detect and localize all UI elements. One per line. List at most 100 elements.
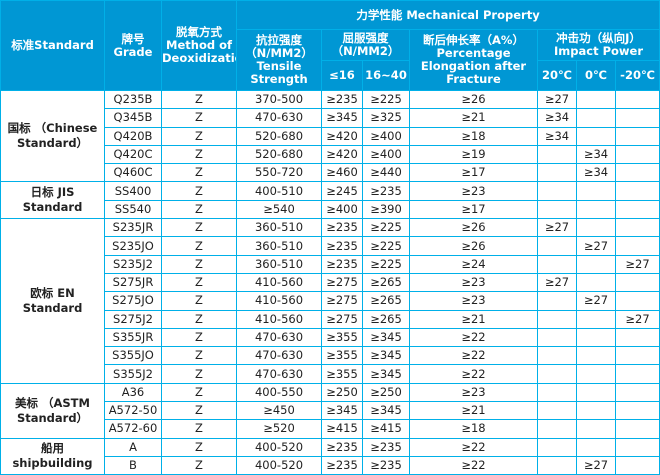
deoxidization-cell: Z	[161, 218, 237, 238]
table-row: A572-50 Z ≥450 ≥345 ≥345 ≥21	[1, 401, 660, 421]
impact-minus20c-cell: ≥27	[614, 254, 660, 274]
impact-20c-cell	[537, 254, 577, 274]
grade-cell: Q345B	[104, 108, 162, 128]
impact-minus20c-cell	[614, 291, 660, 311]
header-impact-minus20c: -20℃	[614, 60, 660, 91]
grade-cell: B	[104, 455, 162, 475]
header-impact-20c: 20℃	[537, 60, 577, 91]
deoxidization-cell: Z	[161, 309, 237, 329]
grade-cell: S355JO	[104, 346, 162, 366]
impact-20c-cell	[537, 199, 577, 220]
yield-16-40-cell: ≥235	[362, 455, 410, 475]
grade-cell: S275JO	[104, 291, 162, 311]
header-impact-0c: 0℃	[576, 60, 616, 91]
impact-0c-cell	[576, 272, 616, 293]
elongation-cell: ≥26	[409, 236, 538, 256]
grade-cell: S275JR	[104, 272, 162, 293]
elongation-cell: ≥22	[409, 346, 538, 366]
yield-le16-cell: ≥235	[321, 236, 363, 256]
table-row: S235JO Z 360-510 ≥235 ≥225 ≥26 ≥27	[1, 236, 660, 256]
yield-16-40-cell: ≥325	[362, 108, 410, 128]
tensile-strength-cell: 470-630	[236, 346, 322, 366]
impact-0c-cell	[576, 382, 616, 403]
elongation-cell: ≥21	[409, 401, 538, 421]
impact-20c-cell	[537, 144, 577, 165]
yield-le16-cell: ≥275	[321, 291, 363, 311]
table-row: S275JR Z 410-560 ≥275 ≥265 ≥23 ≥27	[1, 272, 660, 293]
impact-20c-cell	[537, 382, 577, 403]
standard-group-label: 欧标 EN Standard	[0, 218, 105, 384]
impact-0c-cell	[576, 89, 616, 110]
yield-16-40-cell: ≥345	[362, 346, 410, 366]
impact-20c-cell: ≥27	[537, 218, 577, 238]
table-row: S355JR Z 470-630 ≥355 ≥345 ≥22	[1, 327, 660, 348]
deoxidization-cell: Z	[161, 455, 237, 475]
tensile-strength-cell: 360-510	[236, 254, 322, 274]
impact-20c-cell	[537, 163, 577, 183]
yield-le16-cell: ≥245	[321, 181, 363, 201]
tensile-strength-cell: 400-550	[236, 382, 322, 403]
header-standard: 标准Standard	[0, 0, 105, 91]
yield-16-40-cell: ≥345	[362, 364, 410, 384]
elongation-cell: ≥24	[409, 254, 538, 274]
yield-le16-cell: ≥235	[321, 254, 363, 274]
impact-20c-cell	[537, 364, 577, 384]
impact-20c-cell: ≥27	[537, 272, 577, 293]
yield-le16-cell: ≥345	[321, 108, 363, 128]
standard-group-label: 美标 （ASTM Standard）	[0, 382, 105, 439]
deoxidization-cell: Z	[161, 291, 237, 311]
yield-le16-cell: ≥420	[321, 126, 363, 146]
elongation-cell: ≥26	[409, 218, 538, 238]
impact-20c-cell	[537, 401, 577, 421]
impact-0c-cell	[576, 437, 616, 457]
tensile-strength-cell: 410-560	[236, 272, 322, 293]
table-row: S235J2 Z 360-510 ≥235 ≥225 ≥24 ≥27	[1, 254, 660, 274]
deoxidization-cell: Z	[161, 144, 237, 165]
grade-cell: S275J2	[104, 309, 162, 329]
elongation-cell: ≥23	[409, 382, 538, 403]
grade-cell: A572-60	[104, 419, 162, 439]
grade-cell: Q420B	[104, 126, 162, 146]
yield-le16-cell: ≥235	[321, 437, 363, 457]
impact-0c-cell	[576, 181, 616, 201]
header-yield-le16: ≤16	[321, 60, 363, 91]
tensile-strength-cell: 360-510	[236, 218, 322, 238]
tensile-strength-cell: 520-680	[236, 144, 322, 165]
yield-16-40-cell: ≥415	[362, 419, 410, 439]
grade-cell: S235JR	[104, 218, 162, 238]
table-row: A572-60 Z ≥520 ≥415 ≥415 ≥18	[1, 419, 660, 439]
tensile-strength-cell: 400-520	[236, 455, 322, 475]
yield-le16-cell: ≥275	[321, 272, 363, 293]
deoxidization-cell: Z	[161, 401, 237, 421]
yield-le16-cell: ≥415	[321, 419, 363, 439]
yield-16-40-cell: ≥400	[362, 144, 410, 165]
elongation-cell: ≥21	[409, 309, 538, 329]
deoxidization-cell: Z	[161, 181, 237, 201]
impact-minus20c-cell	[614, 181, 660, 201]
header-elongation: 断后伸长率（A%） Percentage Elongation after Fr…	[409, 29, 538, 91]
elongation-cell: ≥22	[409, 327, 538, 348]
yield-16-40-cell: ≥235	[362, 437, 410, 457]
yield-le16-cell: ≥235	[321, 455, 363, 475]
impact-minus20c-cell	[614, 455, 660, 475]
grade-cell: SS400	[104, 181, 162, 201]
yield-le16-cell: ≥275	[321, 309, 363, 329]
impact-0c-cell	[576, 108, 616, 128]
impact-20c-cell	[537, 291, 577, 311]
yield-16-40-cell: ≥265	[362, 272, 410, 293]
impact-0c-cell	[576, 401, 616, 421]
yield-le16-cell: ≥345	[321, 401, 363, 421]
tensile-strength-cell: ≥450	[236, 401, 322, 421]
yield-16-40-cell: ≥225	[362, 254, 410, 274]
yield-16-40-cell: ≥265	[362, 309, 410, 329]
deoxidization-cell: Z	[161, 126, 237, 146]
yield-16-40-cell: ≥265	[362, 291, 410, 311]
elongation-cell: ≥23	[409, 272, 538, 293]
deoxidization-cell: Z	[161, 108, 237, 128]
yield-16-40-cell: ≥225	[362, 236, 410, 256]
grade-cell: S235J2	[104, 254, 162, 274]
impact-20c-cell	[537, 419, 577, 439]
impact-20c-cell: ≥34	[537, 126, 577, 146]
deoxidization-cell: Z	[161, 346, 237, 366]
